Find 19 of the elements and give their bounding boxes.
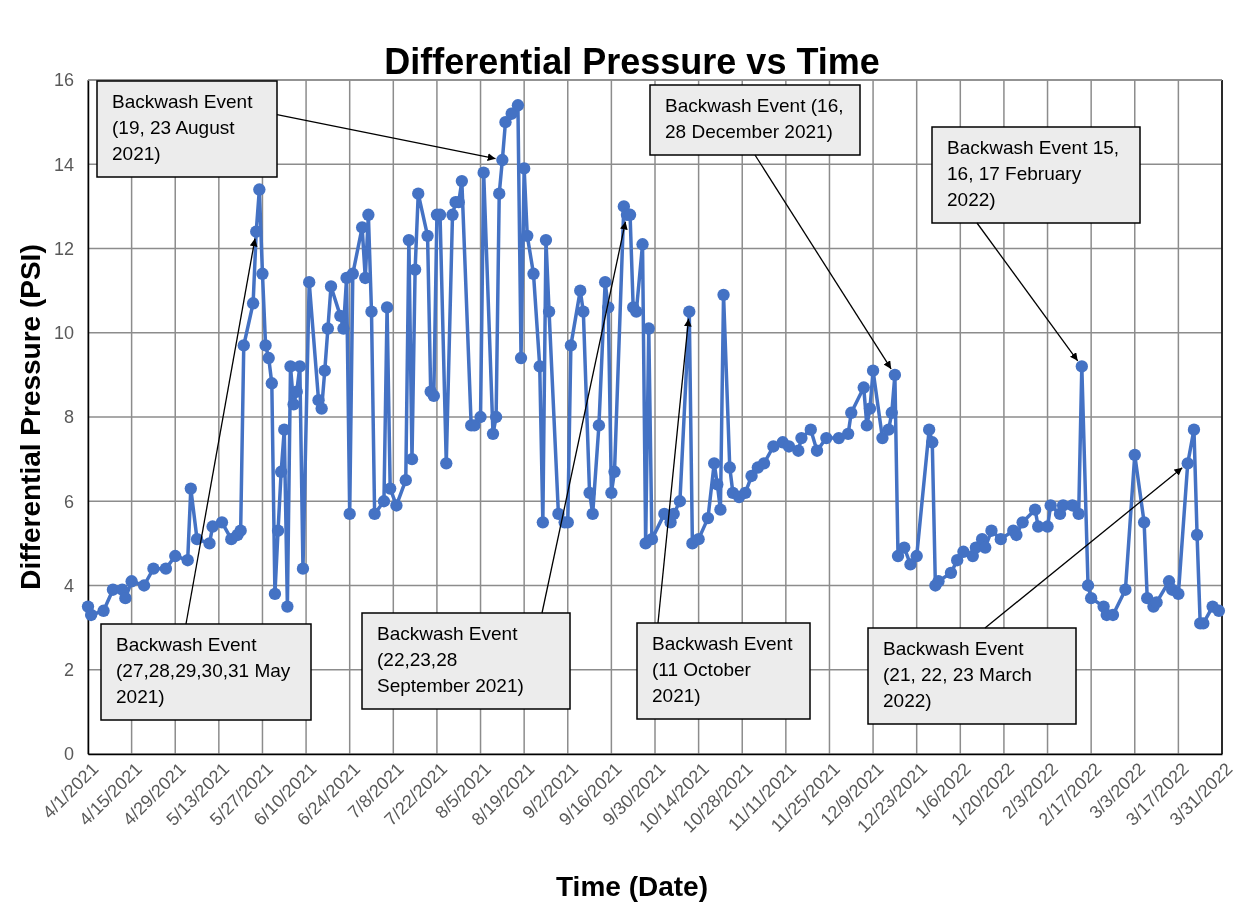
y-tick-label: 10	[53, 323, 74, 344]
annotation: Backwash Event (11 October 2021)	[652, 633, 794, 706]
y-tick-label: 14	[53, 154, 74, 175]
y-tick-label: 8	[63, 407, 74, 428]
y-tick-label: 6	[63, 491, 74, 512]
annotation: Backwash Event (22,23,28 September 2021)	[377, 623, 524, 696]
y-axis-title: Differential Pressure (PSI)	[15, 244, 46, 590]
y-tick-label: 2	[63, 660, 74, 681]
annotation: Backwash Event (27,28,29,30,31 May 2021)	[116, 634, 291, 707]
annotation: Backwash Event (16, 28 December 2021)	[665, 95, 844, 142]
chart-title: Differential Pressure vs Time	[384, 41, 880, 82]
y-tick-label: 12	[53, 238, 74, 259]
annotation: Backwash Event (21, 22, 23 March 2022)	[883, 638, 1032, 711]
annotation: Backwash Event 15, 16, 17 February 2022)	[947, 137, 1120, 210]
y-tick-label: 16	[53, 70, 74, 91]
y-tick-label: 0	[63, 744, 74, 765]
x-axis-title: Time (Date)	[556, 871, 708, 902]
annotation: Backwash Event (19, 23 August 2021)	[112, 91, 254, 164]
y-tick-label: 4	[63, 575, 74, 596]
